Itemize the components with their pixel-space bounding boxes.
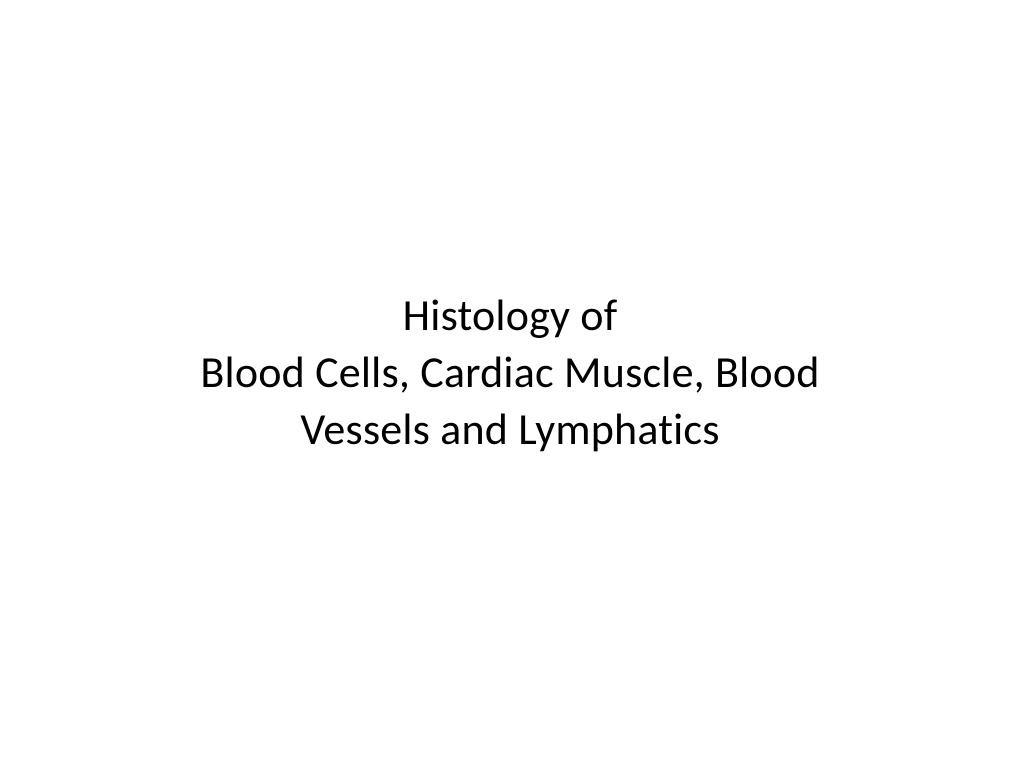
title-line-1: Histology of — [60, 287, 960, 344]
title-line-3: Vessels and Lymphatics — [60, 401, 960, 458]
title-line-2: Blood Cells, Cardiac Muscle, Blood — [60, 344, 960, 401]
slide-container: Histology of Blood Cells, Cardiac Muscle… — [0, 287, 1020, 459]
